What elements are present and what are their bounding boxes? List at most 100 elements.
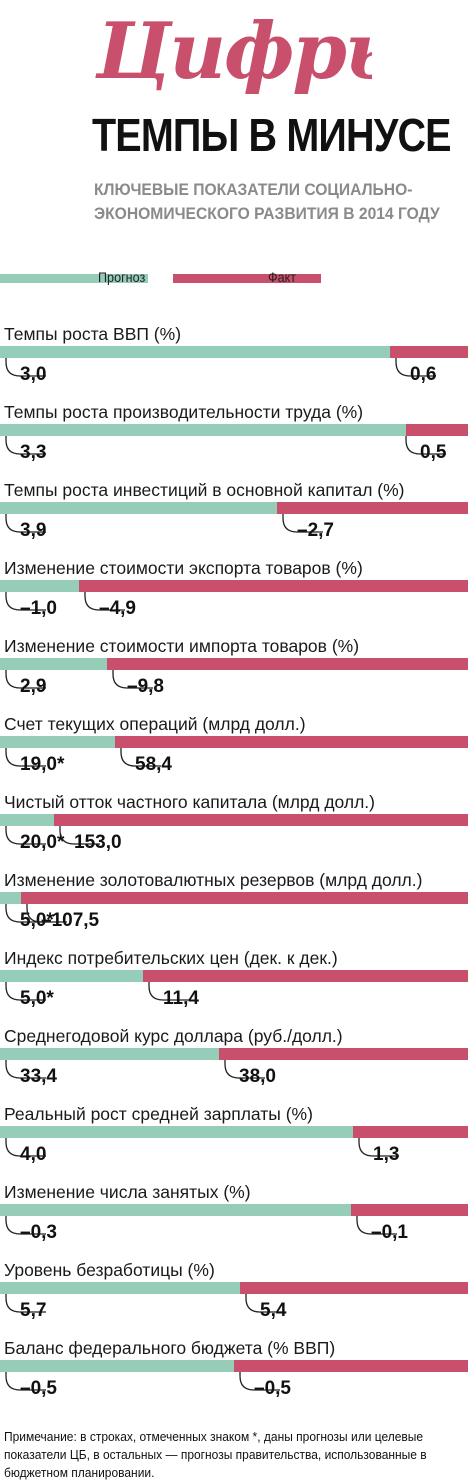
bar-forecast [0,1360,234,1372]
bar-forecast [0,580,79,592]
forecast-pointer [5,826,46,845]
value-forecast: –0,3 [20,1222,57,1243]
row-label: Баланс федерального бюджета (% ВВП) [4,1338,335,1358]
value-forecast: 5,0* [20,988,54,1009]
fact-pointer [120,748,161,767]
chart-row: Баланс федерального бюджета (% ВВП) –0,5 –… [0,1338,468,1399]
value-fact: –2,7 [297,520,334,541]
bar-fact [54,814,468,826]
value-fact: 153,0 [74,832,122,853]
bar-forecast [0,658,107,670]
value-forecast: –1,0 [20,598,57,619]
chart-row: Изменение золотовалютных резервов (млрд … [0,870,468,931]
fact-pointer [239,1372,280,1391]
row-label: Изменение золотовалютных резервов (млрд … [4,870,422,890]
legend-swatch-forecast [0,274,148,283]
bar-forecast [0,424,406,436]
logo-text: Цифры [95,6,372,96]
legend-swatch-fact [173,274,321,283]
fact-pointer [356,1216,397,1235]
bar-fact [390,346,468,358]
value-fact: 0,5 [420,442,447,463]
forecast-pointer [5,514,46,533]
bar-forecast [0,892,21,904]
bar-fact [115,736,468,748]
chart-row: Индекс потребительских цен (дек. к дек.)… [0,948,468,1009]
bar-forecast [0,1204,351,1216]
bar-fact [79,580,468,592]
row-label: Среднегодовой курс доллара (руб./долл.) [4,1026,343,1046]
bar-fact [406,424,468,436]
chart-row: Темпы роста производительности труда (%)… [0,402,468,463]
value-forecast: 3,0 [20,364,46,385]
value-forecast: 3,9 [20,520,46,541]
bar-forecast [0,736,115,748]
bar-forecast [0,970,143,982]
fact-pointer [405,436,446,455]
fact-pointer [112,670,153,689]
value-forecast: 19,0* [20,754,65,775]
bar-fact [107,658,468,670]
fact-pointer [84,592,125,611]
row-label: Темпы роста производительности труда (%) [4,402,363,422]
chart-row: Темпы роста ВВП (%) 3,0 0,6 [0,324,468,385]
forecast-pointer [5,358,46,377]
value-forecast: 5,7 [20,1300,46,1321]
bar-forecast [0,346,390,358]
forecast-pointer [5,592,46,611]
value-fact: 11,4 [163,988,199,1009]
fact-pointer [26,904,67,923]
page-title: ТЕМПЫ В МИНУСЕ [92,109,452,161]
value-fact: –107,5 [41,910,100,931]
forecast-pointer [5,982,46,1001]
value-fact: 0,6 [410,364,436,385]
row-label: Изменение стоимости импорта товаров (%) [4,636,359,656]
bar-fact [277,502,468,514]
bar-forecast [0,1126,353,1138]
chart-legend: Прогноз Факт [0,268,468,288]
chart-row: Среднегодовой курс доллара (руб./долл.) 3… [0,1026,468,1087]
bar-fact [234,1360,468,1372]
row-label: Чистый отток частного капитала (млрд дол… [4,792,375,812]
value-forecast: 2,9 [20,676,46,697]
forecast-pointer [5,1060,46,1079]
chart-row: Реальный рост средней зарплаты (%) 4,0 1,3 [0,1104,468,1165]
legend-label-forecast: Прогноз [98,269,146,285]
bar-fact [240,1282,468,1294]
bar-fact [353,1126,468,1138]
value-forecast: 4,0 [20,1144,46,1165]
bar-forecast [0,502,277,514]
value-fact: –0,1 [371,1222,408,1243]
fact-pointer [245,1294,286,1313]
forecast-pointer [5,904,46,923]
value-fact: –4,9 [99,598,136,619]
legend-label-fact: Факт [268,269,297,285]
subtitle-line-1: КЛЮЧЕВЫЕ ПОКАЗАТЕЛИ СОЦИАЛЬНО- [94,180,413,199]
fact-pointer [148,982,189,1001]
row-label: Темпы роста ВВП (%) [4,324,181,344]
fact-pointer [59,826,100,845]
bar-forecast [0,1048,219,1060]
fact-pointer [224,1060,265,1079]
bar-fact [143,970,468,982]
row-label: Реальный рост средней зарплаты (%) [4,1104,313,1124]
bar-fact [219,1048,468,1060]
forecast-pointer [5,1216,46,1235]
chart-row: Чистый отток частного капитала (млрд дол… [0,792,468,853]
chart-row: Уровень безработицы (%) 5,7 5,4 [0,1260,468,1321]
row-label: Изменение числа занятых (%) [4,1182,251,1202]
row-label: Счет текущих операций (млрд долл.) [4,714,306,734]
indicators-chart: Темпы роста ВВП (%) 3,0 0,6 Темпы роста про… [0,324,468,1399]
fact-pointer [282,514,323,533]
value-forecast: 20,0* [20,832,65,853]
value-forecast: 3,3 [20,442,46,463]
value-fact: –9,8 [127,676,164,697]
page-subtitle: КЛЮЧЕВЫЕ ПОКАЗАТЕЛИ СОЦИАЛЬНО- ЭКОНОМИЧЕ… [94,178,440,226]
row-label: Индекс потребительских цен (дек. к дек.) [4,948,338,968]
row-label: Темпы роста инвестиций в основной капита… [4,480,405,500]
forecast-pointer [5,1138,46,1157]
forecast-pointer [5,748,46,767]
logo-heading: Цифры [95,6,372,96]
bar-forecast [0,1282,240,1294]
chart-row: Изменение стоимости импорта товаров (%) 2… [0,636,468,697]
